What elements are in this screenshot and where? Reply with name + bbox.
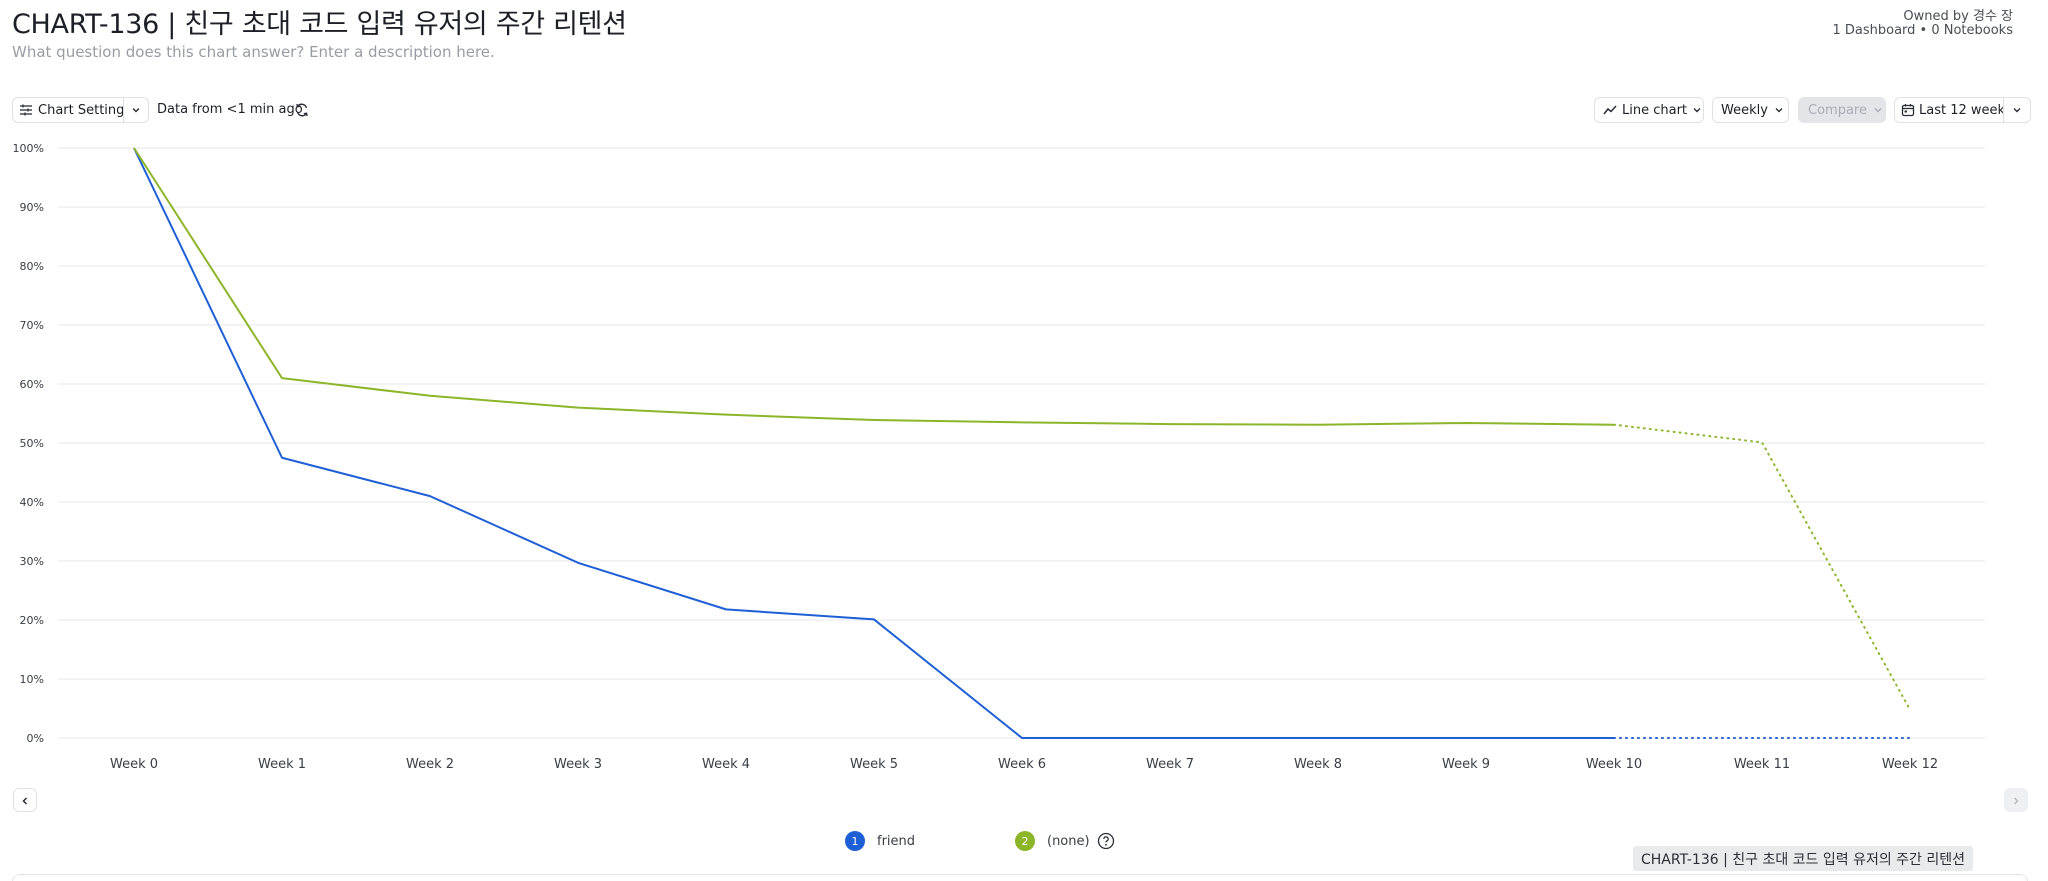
line-chart-icon: [1603, 104, 1617, 116]
chart-settings-dropdown[interactable]: [123, 97, 149, 123]
page-title[interactable]: CHART-136 | 친구 초대 코드 입력 유저의 주간 리텐션: [12, 9, 627, 40]
owner-label[interactable]: Owned by 경수 장: [1903, 9, 2013, 24]
refresh-icon[interactable]: [293, 101, 311, 119]
x-tick-label: Week 8: [1294, 757, 1342, 770]
previous-page-button[interactable]: [13, 788, 37, 812]
x-tick-label: Week 0: [110, 757, 158, 770]
calendar-icon: [1901, 103, 1915, 117]
data-freshness-label: Data from <1 min ago: [157, 102, 303, 117]
results-table-card: [12, 874, 2028, 881]
x-tick-label: Week 9: [1442, 757, 1490, 770]
y-tick-label: 80%: [20, 260, 44, 273]
description-field[interactable]: What question does this chart answer? En…: [12, 43, 495, 61]
chevron-down-icon: [1774, 105, 1784, 115]
compare-label: Compare: [1808, 102, 1867, 118]
date-range-label: Last 12 weeks: [1919, 102, 2012, 118]
sliders-icon: [19, 103, 33, 117]
date-range-dropdown[interactable]: [2003, 97, 2031, 123]
y-tick-label: 20%: [20, 614, 44, 627]
x-tick-label: Week 10: [1586, 757, 1642, 770]
dashboard-notebook-count[interactable]: 1 Dashboard • 0 Notebooks: [1832, 23, 2013, 38]
y-tick-label: 90%: [20, 201, 44, 214]
chevron-left-icon: [20, 791, 30, 810]
x-tick-label: Week 11: [1734, 757, 1790, 770]
y-tick-label: 0%: [27, 732, 44, 745]
legend-badge: 2: [1015, 831, 1035, 851]
y-tick-label: 60%: [20, 378, 44, 391]
x-tick-label: Week 5: [850, 757, 898, 770]
x-tick-label: Week 6: [998, 757, 1046, 770]
legend-item-none[interactable]: 2 (none): [1015, 831, 1115, 851]
chevron-down-icon: [1873, 105, 1883, 115]
y-tick-label: 70%: [20, 319, 44, 332]
y-tick-label: 10%: [20, 673, 44, 686]
date-range-button[interactable]: Last 12 weeks: [1894, 97, 2012, 123]
question-circle-icon[interactable]: [1097, 832, 1115, 850]
chart-type-label: Line chart: [1622, 102, 1688, 118]
y-tick-label: 50%: [20, 437, 44, 450]
chevron-down-icon: [1692, 105, 1702, 115]
chart-title-tooltip: CHART-136 | 친구 초대 코드 입력 유저의 주간 리텐션: [1633, 846, 1974, 871]
y-tick-label: 100%: [13, 142, 44, 155]
x-tick-label: Week 2: [406, 757, 454, 770]
x-tick-label: Week 7: [1146, 757, 1194, 770]
legend-item-friend[interactable]: 1 friend: [845, 831, 915, 851]
chart-settings-button[interactable]: Chart Settings: [12, 97, 131, 123]
x-tick-label: Week 3: [554, 757, 602, 770]
chart-settings-label: Chart Settings: [38, 102, 132, 118]
chevron-down-icon: [131, 105, 141, 115]
chevron-down-icon: [2012, 105, 2022, 115]
y-tick-label: 40%: [20, 496, 44, 509]
chevron-right-icon: [2011, 791, 2021, 810]
chart-type-select[interactable]: Line chart: [1594, 97, 1704, 123]
legend-label: (none): [1047, 833, 1090, 849]
y-tick-label: 30%: [20, 555, 44, 568]
series-line-incomplete: [1613, 423, 1911, 711]
series-line-none: [133, 147, 1615, 426]
x-tick-label: Week 12: [1882, 757, 1938, 770]
compare-select[interactable]: Compare: [1798, 97, 1886, 123]
x-tick-label: Week 4: [702, 757, 750, 770]
x-tick-label: Week 1: [258, 757, 306, 770]
interval-select[interactable]: Weekly: [1712, 97, 1789, 123]
next-page-button[interactable]: [2004, 788, 2028, 812]
interval-label: Weekly: [1721, 102, 1768, 118]
legend-badge: 1: [845, 831, 865, 851]
series-line-friend: [133, 147, 1614, 739]
retention-line-chart[interactable]: 0% 10% 20% 30% 40% 50% 60% 70% 80% 90% 100% Week 0 W…: [0, 130, 2048, 770]
legend-label: friend: [877, 833, 916, 849]
